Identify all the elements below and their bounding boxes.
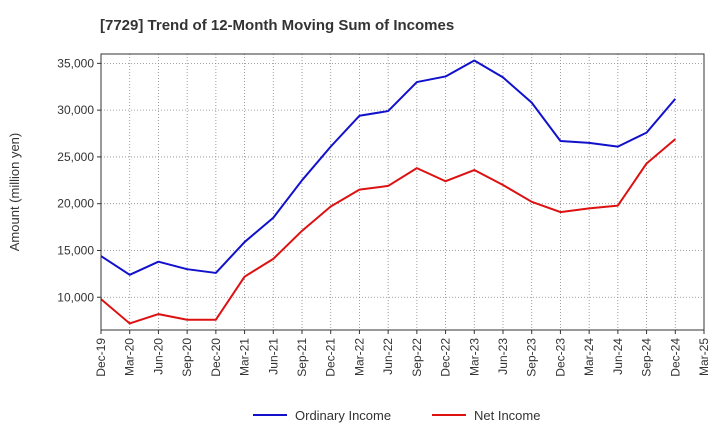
y-axis-ticks: 10,000 15,000 20,000 25,000 30,000 35,000 bbox=[57, 56, 101, 304]
x-tick-label: Mar-25 bbox=[697, 338, 711, 376]
y-tick-label: 20,000 bbox=[57, 197, 94, 211]
x-tick-label: Mar-21 bbox=[238, 338, 252, 376]
ordinary-income-line bbox=[100, 59, 677, 276]
x-tick-label: Mar-24 bbox=[582, 338, 596, 376]
y-tick-label: 10,000 bbox=[57, 290, 94, 304]
y-tick-label: 35,000 bbox=[57, 56, 94, 70]
x-tick-label: Dec-22 bbox=[439, 338, 453, 377]
x-tick-label: Jun-23 bbox=[496, 338, 510, 375]
x-tick-label: Dec-20 bbox=[209, 338, 223, 377]
x-tick-label: Sep-21 bbox=[295, 338, 309, 377]
x-tick-label: Sep-24 bbox=[640, 338, 654, 377]
y-axis-label: Amount (million yen) bbox=[7, 133, 22, 252]
x-tick-label: Dec-19 bbox=[94, 338, 108, 377]
legend: Ordinary Income Net Income bbox=[253, 408, 540, 423]
y-tick-label: 30,000 bbox=[57, 103, 94, 117]
x-tick-label: Mar-22 bbox=[352, 338, 366, 376]
net-income-legend-label: Net Income bbox=[474, 408, 540, 423]
net-income-line bbox=[100, 138, 676, 325]
x-tick-label: Sep-20 bbox=[180, 338, 194, 377]
y-tick-label: 15,000 bbox=[57, 243, 94, 257]
x-axis-ticks: Dec-19 Mar-20 Jun-20 Sep-20 Dec-20 Mar-21 Jun-… bbox=[94, 330, 711, 377]
x-tick-label: Sep-23 bbox=[525, 338, 539, 377]
plot-area-frame bbox=[100, 53, 705, 331]
x-tick-label: Dec-21 bbox=[324, 338, 338, 377]
chart-title: [7729] Trend of 12-Month Moving Sum of I… bbox=[100, 17, 454, 34]
series-lines bbox=[100, 59, 677, 325]
x-tick-label: Mar-23 bbox=[467, 338, 481, 376]
x-tick-label: Dec-24 bbox=[668, 338, 682, 377]
x-tick-label: Jun-22 bbox=[381, 338, 395, 375]
y-tick-label: 25,000 bbox=[57, 150, 94, 164]
x-tick-label: Jun-20 bbox=[151, 338, 165, 375]
x-tick-label: Jun-24 bbox=[611, 338, 625, 375]
x-tick-label: Dec-23 bbox=[553, 338, 567, 377]
x-tick-label: Sep-22 bbox=[410, 338, 424, 377]
ordinary-income-legend-label: Ordinary Income bbox=[295, 408, 391, 423]
x-tick-label: Mar-20 bbox=[123, 338, 137, 376]
x-tick-label: Jun-21 bbox=[266, 338, 280, 375]
